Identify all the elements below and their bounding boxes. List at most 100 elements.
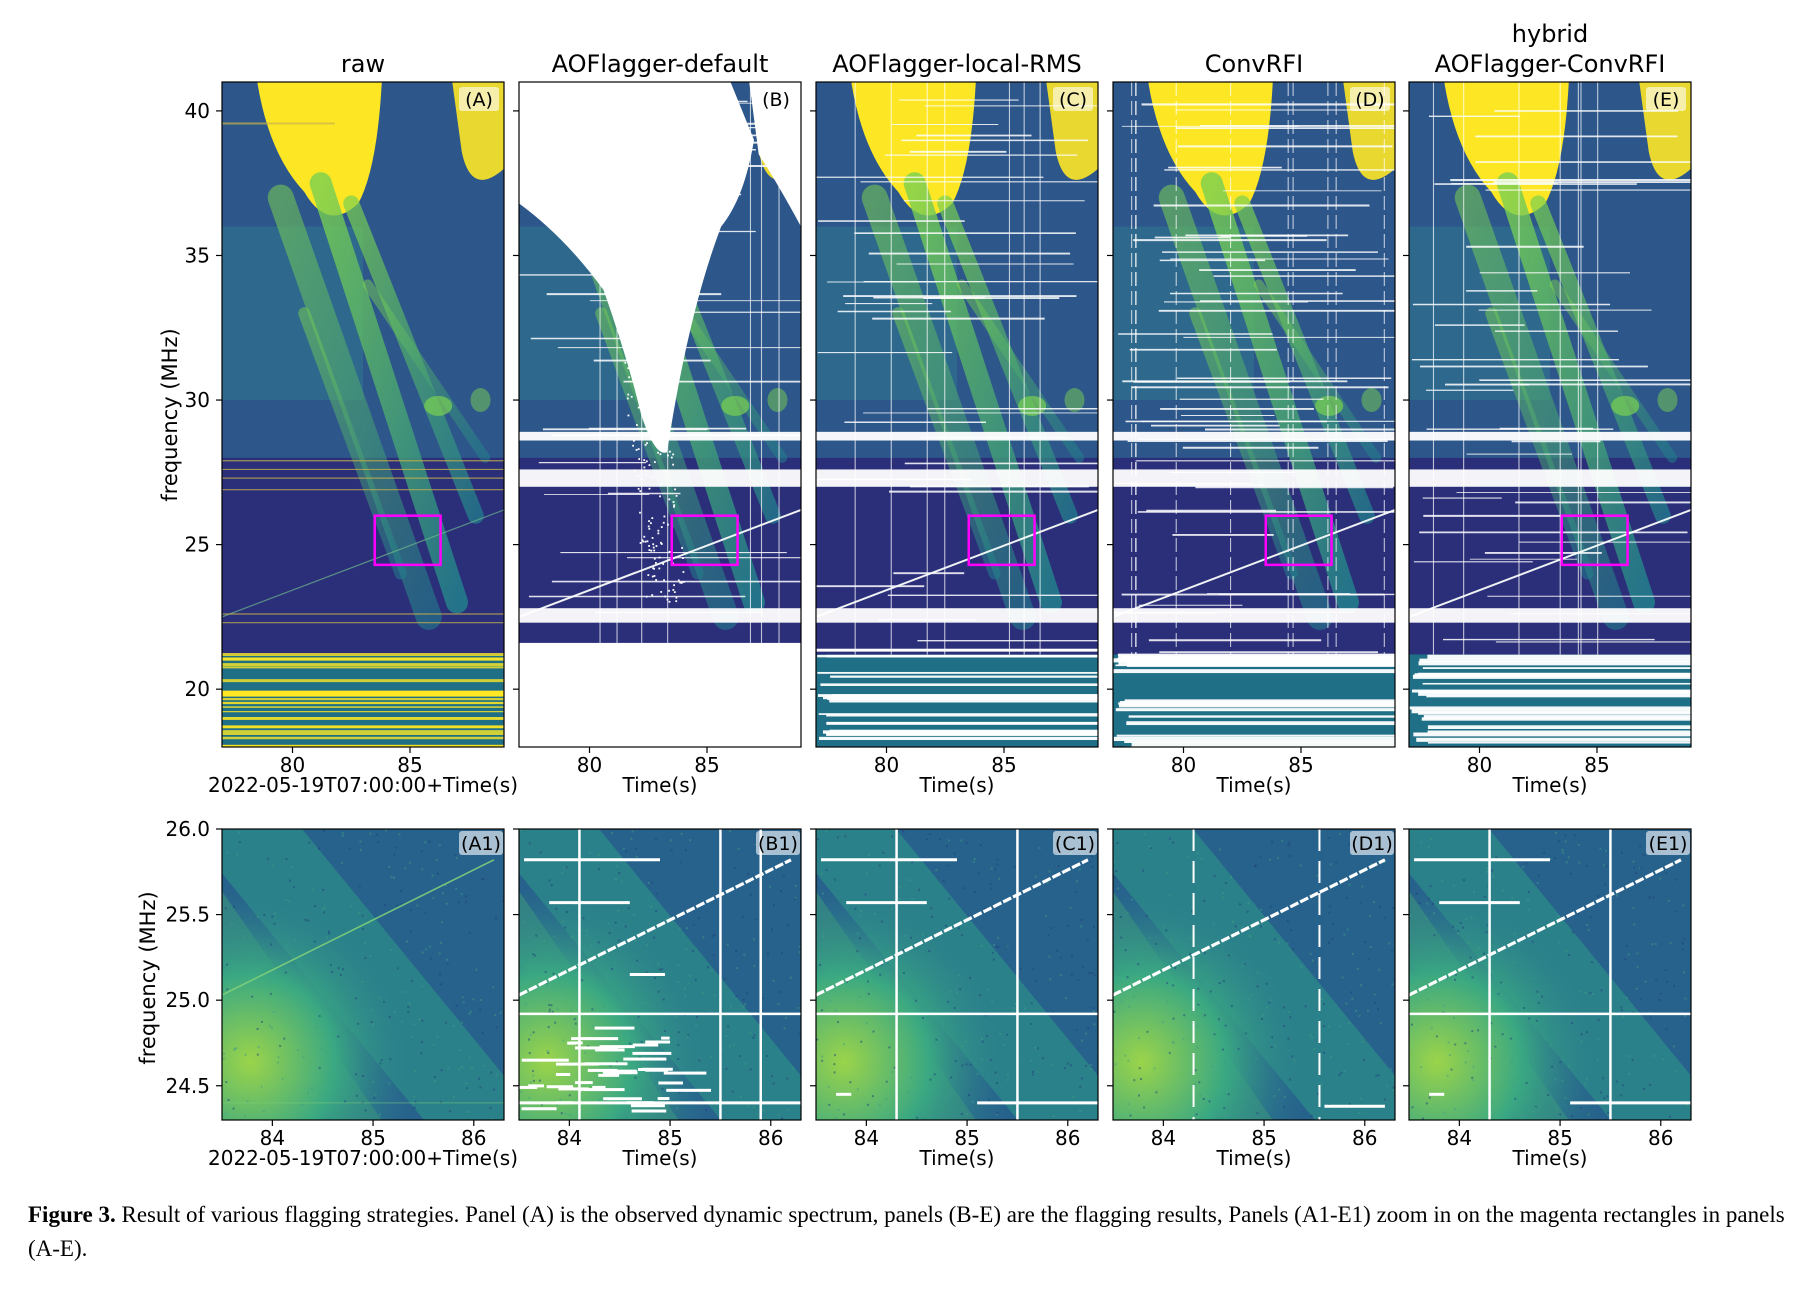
noise xyxy=(398,833,401,836)
flag-speck xyxy=(655,351,658,354)
flag-speck xyxy=(682,581,685,583)
noise xyxy=(1585,1077,1588,1080)
flag-band xyxy=(816,469,1098,487)
noise xyxy=(1281,839,1284,842)
noise xyxy=(1166,1001,1169,1004)
noise xyxy=(1086,939,1089,942)
noise xyxy=(821,1055,824,1058)
noise xyxy=(436,1035,439,1038)
noise xyxy=(440,983,443,986)
noise xyxy=(406,940,409,943)
noise xyxy=(1052,1115,1055,1118)
flag-speck xyxy=(672,453,675,456)
noise xyxy=(1452,1016,1455,1019)
noise xyxy=(786,924,789,927)
noise xyxy=(1202,1097,1205,1100)
noise xyxy=(421,868,424,871)
noise xyxy=(969,976,972,979)
noise xyxy=(1242,964,1245,967)
noise xyxy=(825,830,828,833)
noise xyxy=(306,919,309,922)
flag-speck xyxy=(646,540,649,543)
noise xyxy=(953,1006,956,1009)
noise xyxy=(1349,991,1352,994)
flag-line xyxy=(1115,708,1395,712)
noise xyxy=(1383,861,1386,864)
noise xyxy=(743,1003,746,1006)
noise xyxy=(1203,899,1206,902)
noise xyxy=(1065,997,1068,1000)
noise xyxy=(618,939,621,942)
noise xyxy=(1510,1062,1513,1065)
noise xyxy=(1369,914,1372,917)
noise xyxy=(1218,982,1221,985)
flag-speck xyxy=(656,367,659,370)
flag-speck xyxy=(665,427,668,430)
flag-speck xyxy=(636,424,638,426)
noise xyxy=(1577,843,1580,846)
noise xyxy=(1155,943,1158,946)
noise xyxy=(1034,882,1037,885)
noise xyxy=(965,1113,968,1116)
flag-line xyxy=(519,1085,538,1089)
noise xyxy=(1580,1033,1583,1036)
noise xyxy=(1197,1003,1200,1006)
noise xyxy=(938,1032,941,1035)
flag-line xyxy=(1427,730,1691,733)
noise xyxy=(532,1079,535,1082)
noise xyxy=(821,1009,824,1012)
noise xyxy=(269,1024,272,1027)
noise xyxy=(670,849,673,852)
noise xyxy=(794,884,797,887)
noise xyxy=(1654,943,1657,946)
panel-label: (E) xyxy=(1646,87,1686,111)
noise xyxy=(1072,1095,1075,1098)
flag-line xyxy=(829,698,1098,703)
noise xyxy=(1589,991,1592,994)
noise xyxy=(816,1038,819,1041)
noise xyxy=(561,872,564,875)
noise xyxy=(1208,1100,1211,1103)
noise xyxy=(1585,1031,1588,1034)
zoom-panel-a1: (A1)84 85 862022-05-19T07:00:00+Time(s)26.… xyxy=(165,817,518,1170)
noise xyxy=(607,922,610,925)
noise xyxy=(725,1034,728,1037)
noise xyxy=(798,945,801,948)
noise xyxy=(1652,896,1655,899)
noise xyxy=(1328,904,1331,907)
noise xyxy=(911,861,914,864)
noise xyxy=(1168,837,1171,840)
noise xyxy=(245,964,248,967)
flag-band xyxy=(1409,469,1691,487)
flag-line xyxy=(1131,742,1395,747)
noise xyxy=(1356,967,1359,970)
noise xyxy=(745,1062,748,1065)
noise xyxy=(1467,942,1470,945)
noise xyxy=(839,947,842,950)
flag-speck xyxy=(669,450,671,453)
noise xyxy=(1565,950,1568,953)
flag-line xyxy=(830,675,1098,678)
noise xyxy=(614,878,617,881)
noise xyxy=(635,855,638,858)
noise xyxy=(1557,839,1560,842)
noise xyxy=(588,851,591,854)
noise xyxy=(762,1109,765,1112)
noise xyxy=(378,996,381,999)
noise xyxy=(1247,901,1250,904)
flag-line xyxy=(555,1062,599,1066)
noise xyxy=(608,932,611,935)
flag-speck xyxy=(662,521,665,524)
noise xyxy=(1084,1064,1087,1067)
noise xyxy=(696,1015,699,1018)
panel-title: raw xyxy=(341,50,385,78)
noise xyxy=(374,1093,377,1096)
flag-line xyxy=(632,1043,659,1047)
noise xyxy=(822,932,825,935)
noise xyxy=(388,865,391,868)
noise xyxy=(466,1110,469,1113)
x-tick-label: 84 xyxy=(557,1126,582,1150)
noise xyxy=(661,968,664,971)
noise xyxy=(827,1085,830,1088)
noise xyxy=(953,852,956,855)
